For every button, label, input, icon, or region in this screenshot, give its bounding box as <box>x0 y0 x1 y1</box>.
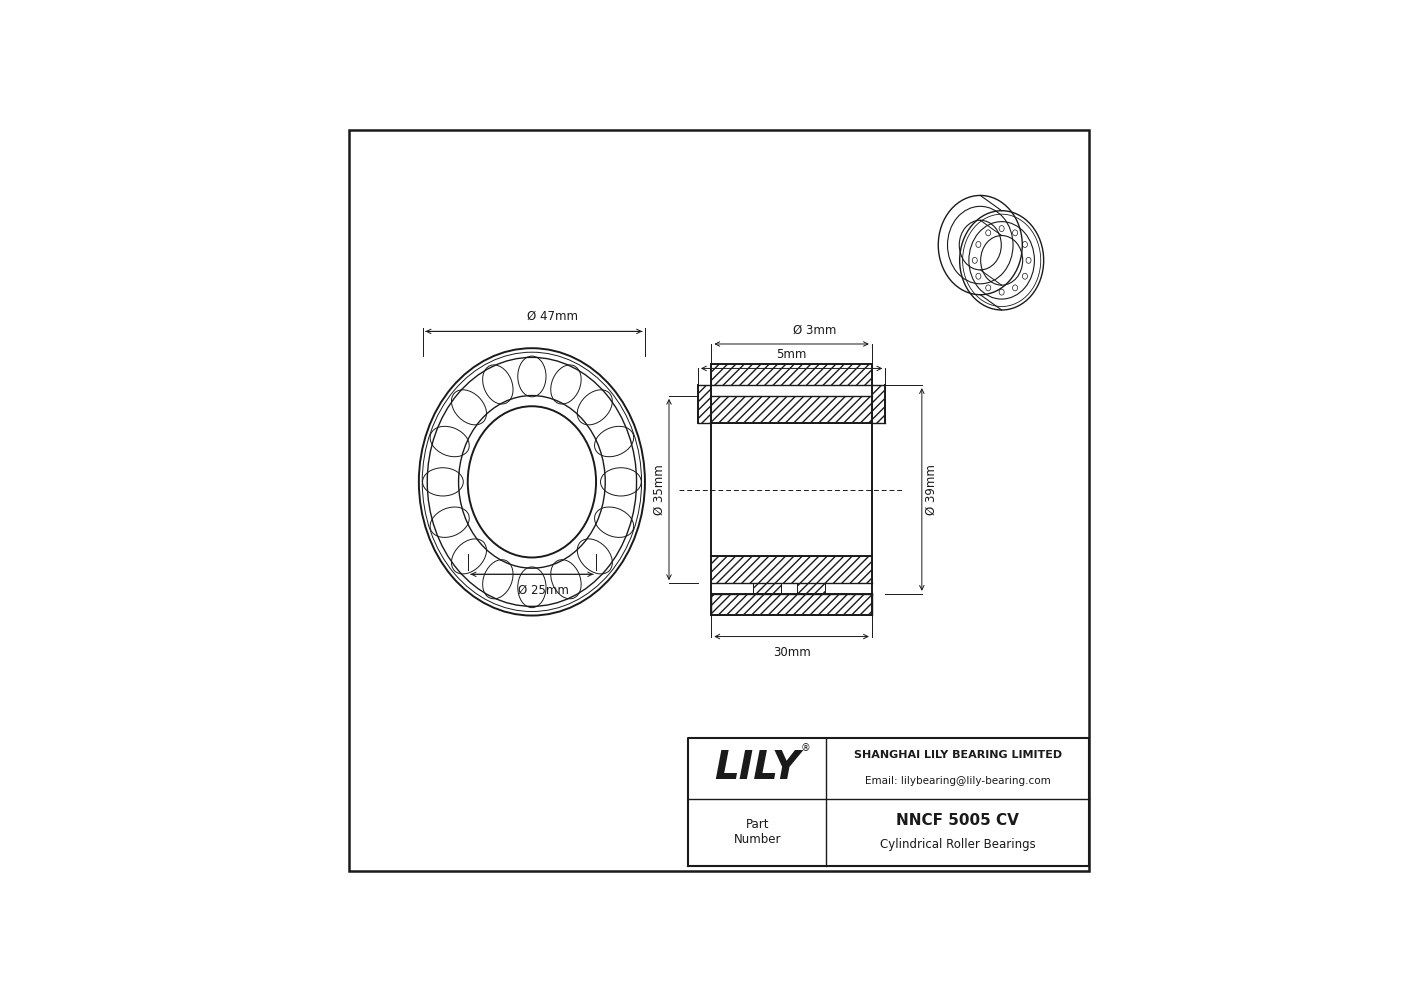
Text: Ø 35mm: Ø 35mm <box>652 464 666 515</box>
Bar <box>871 385 885 423</box>
Text: Ø 47mm: Ø 47mm <box>526 310 578 323</box>
Text: SHANGHAI LILY BEARING LIMITED: SHANGHAI LILY BEARING LIMITED <box>853 750 1062 760</box>
Bar <box>752 583 781 592</box>
Bar <box>711 557 871 583</box>
Bar <box>699 385 711 423</box>
Text: 5mm: 5mm <box>776 348 807 361</box>
Text: NNCF 5005 CV: NNCF 5005 CV <box>897 812 1019 827</box>
Text: Ø 25mm: Ø 25mm <box>518 583 568 596</box>
Bar <box>711 364 871 385</box>
Text: Email: lilybearing@lily-bearing.com: Email: lilybearing@lily-bearing.com <box>864 776 1051 786</box>
Text: Cylindrical Roller Bearings: Cylindrical Roller Bearings <box>880 838 1035 851</box>
Text: Part
Number: Part Number <box>734 818 781 846</box>
Text: LILY: LILY <box>714 749 800 788</box>
Text: ®: ® <box>801 743 810 754</box>
Bar <box>711 396 871 423</box>
Text: 30mm: 30mm <box>773 646 811 659</box>
Bar <box>711 594 871 615</box>
Text: Ø 3mm: Ø 3mm <box>793 323 836 336</box>
Text: Ø 39mm: Ø 39mm <box>925 464 937 515</box>
Bar <box>797 583 825 592</box>
